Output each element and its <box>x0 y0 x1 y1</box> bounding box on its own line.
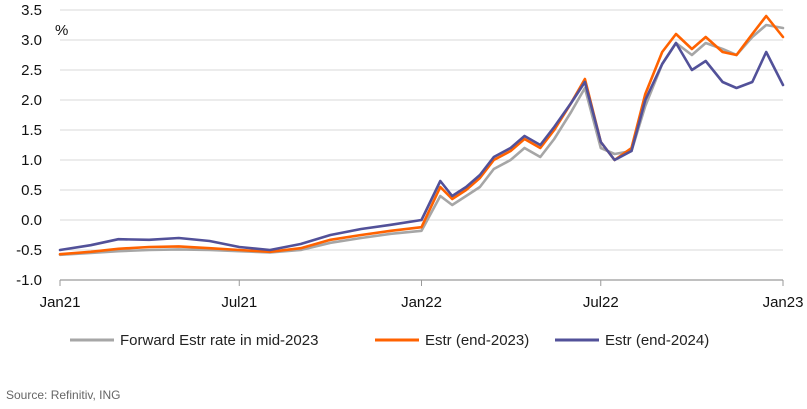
x-tick-label: Jan22 <box>401 294 442 311</box>
y-tick-label: 3.0 <box>21 32 42 49</box>
x-tick-label: Jul22 <box>583 294 619 311</box>
y-tick-label: 2.5 <box>21 62 42 79</box>
x-tick-label: Jan23 <box>763 294 804 311</box>
source-note: Source: Refinitiv, ING <box>6 388 121 402</box>
legend-label-1: Estr (end-2023) <box>425 332 529 349</box>
y-tick-label: 0.0 <box>21 212 42 229</box>
legend-label-0: Forward Estr rate in mid-2023 <box>120 332 318 349</box>
y-tick-label: 0.5 <box>21 182 42 199</box>
series-line-1 <box>58 14 785 256</box>
x-axis: Jan21 Jul21 Jan22 Jul22 Jan23 <box>40 279 804 311</box>
series-line-2 <box>58 41 785 252</box>
y-unit-label: % <box>55 22 68 39</box>
x-tick-label: Jul21 <box>221 294 257 311</box>
y-axis-ticks: -1.0 -0.5 0.0 0.5 1.0 1.5 2.0 2.5 3.0 3.5 <box>16 2 42 289</box>
y-tick-label: 1.5 <box>21 122 42 139</box>
y-tick-label: -1.0 <box>16 272 42 289</box>
y-tick-label: -0.5 <box>16 242 42 259</box>
y-tick-label: 3.5 <box>21 2 42 19</box>
series-lines <box>58 14 785 257</box>
y-tick-label: 2.0 <box>21 92 42 109</box>
legend: Forward Estr rate in mid-2023 Estr (end-2… <box>70 332 709 349</box>
legend-label-2: Estr (end-2024) <box>605 332 709 349</box>
x-tick-label: Jan21 <box>40 294 81 311</box>
y-tick-label: 1.0 <box>21 152 42 169</box>
